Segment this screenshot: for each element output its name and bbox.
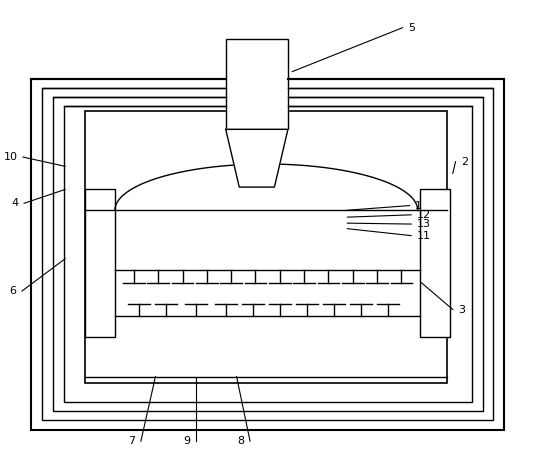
Text: 5: 5 bbox=[408, 23, 415, 33]
Text: 7: 7 bbox=[128, 436, 136, 446]
Bar bbox=[85, 189, 115, 337]
Text: 8: 8 bbox=[237, 436, 244, 446]
Text: 1: 1 bbox=[415, 201, 422, 211]
Text: 10: 10 bbox=[4, 152, 18, 162]
Bar bbox=[63, 106, 472, 402]
Text: 11: 11 bbox=[417, 231, 430, 241]
Text: 13: 13 bbox=[417, 219, 430, 229]
Text: 2: 2 bbox=[461, 157, 468, 167]
Bar bbox=[226, 39, 288, 129]
Polygon shape bbox=[226, 55, 288, 129]
Text: 6: 6 bbox=[10, 286, 17, 296]
Text: 12: 12 bbox=[417, 210, 431, 220]
Bar bbox=[421, 189, 450, 337]
Bar bbox=[85, 111, 447, 383]
Text: 3: 3 bbox=[458, 304, 465, 315]
Text: 4: 4 bbox=[11, 198, 18, 208]
Bar bbox=[53, 97, 482, 411]
Polygon shape bbox=[226, 129, 288, 187]
Bar bbox=[42, 88, 493, 420]
Text: 9: 9 bbox=[184, 436, 191, 446]
Bar bbox=[31, 79, 504, 430]
